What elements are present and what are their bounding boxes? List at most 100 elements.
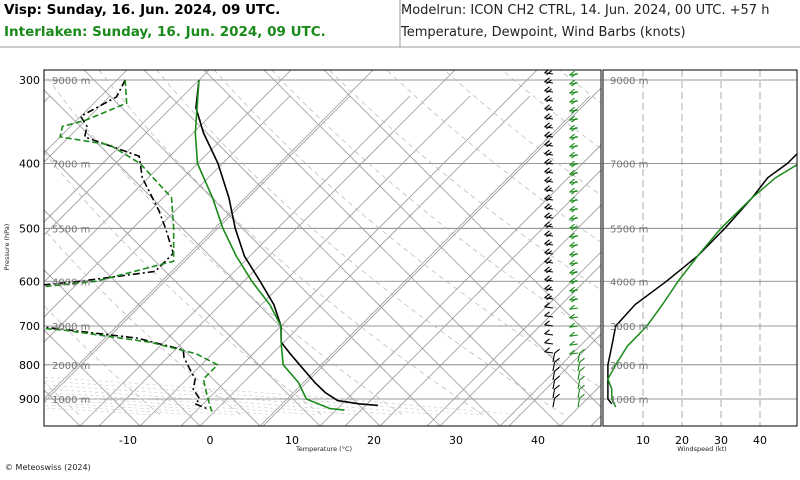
wind-barb-flag (546, 250, 552, 256)
wind-barb-flag (571, 153, 577, 159)
wind-barb-flag (554, 348, 560, 354)
wind-barb-flag (569, 331, 575, 337)
reference-line (680, 96, 800, 426)
wind-barb-flag (571, 126, 577, 132)
wind-barb-flag (544, 293, 550, 299)
wind-barb-flag (569, 277, 575, 283)
wind-barb-flag (569, 187, 575, 193)
reference-line (259, 95, 591, 426)
wind-barb-flag (569, 160, 575, 166)
wind-barb-flag (569, 97, 575, 103)
visp-windspeed-line (607, 152, 797, 405)
wind-barb-flag (546, 160, 552, 166)
interlaken-windspeed-line (607, 163, 797, 408)
wind-barb-staff (569, 334, 579, 337)
wind-barb-staff (569, 154, 579, 157)
crossing-line (44, 329, 141, 426)
wind-barb-flag (546, 88, 552, 94)
crossing-line (44, 89, 381, 426)
wind-barb-flag (544, 70, 549, 74)
wind-barb-flag (571, 144, 577, 150)
dry-adiabat (271, 70, 601, 339)
wind-barb-staff (552, 398, 556, 408)
wind-barb-flag (571, 171, 577, 177)
wind-barb-staff (569, 316, 579, 319)
wind-barb-flag (569, 79, 575, 85)
altitude-label: 5500 m (610, 224, 648, 235)
reference-line (319, 144, 601, 426)
wind-barb-flag (571, 72, 577, 78)
wind-barb-staff (552, 362, 556, 372)
wind-barb-staff (569, 100, 579, 103)
wind-barb-flag (569, 286, 575, 292)
wind-barb-flag (544, 347, 550, 353)
wind-barb-flag (544, 257, 550, 263)
wind-barb-flag (579, 384, 585, 390)
wind-barb-flag (571, 234, 577, 240)
wind-barb-flag (571, 288, 577, 294)
wind-barb-flag (569, 232, 575, 238)
altitude-label: 4000 m (52, 277, 90, 288)
crossing-line (143, 70, 501, 426)
wind-profile-grid (603, 70, 797, 426)
wind-barb-staff (569, 271, 579, 274)
wind-barb-flag (569, 196, 575, 202)
wind-barb-staff (569, 280, 579, 283)
wind-barb-flag (571, 198, 577, 204)
wind-barb-flag (544, 311, 550, 317)
wind-barb-flag (544, 203, 550, 209)
wind-barb-flag (546, 196, 552, 202)
temperature-tick-label: 10 (285, 434, 299, 447)
wind-barb-flag (579, 366, 585, 372)
wind-barb-staff (569, 307, 579, 310)
wind-barb-staff (544, 342, 554, 345)
wind-barb-flag (554, 366, 560, 372)
wind-barb-flag (569, 70, 575, 76)
wind-barb-flag (569, 178, 575, 184)
wind-barb-flag (544, 221, 550, 227)
wind-barb-flag (546, 259, 552, 265)
skewt-grid (44, 70, 800, 426)
wind-barb-staff (569, 136, 579, 139)
wind-barb-staff (552, 353, 556, 363)
wind-barb-flag (571, 180, 577, 186)
crossing-line (203, 70, 561, 426)
altitude-label: 2000 m (610, 361, 648, 372)
wind-barb-flag (571, 108, 577, 114)
wind-barb-staff (569, 127, 579, 130)
wind-barb-staff (569, 262, 579, 265)
windspeed-tick-label: 30 (714, 434, 728, 447)
station-visp-title: Visp: Sunday, 16. Jun. 2024, 09 UTC. (4, 2, 281, 18)
wind-barb-flag (546, 205, 552, 211)
wind-barb-flag (546, 277, 552, 283)
wind-barb-flag (571, 99, 577, 105)
reference-line (199, 95, 531, 426)
wind-barb-flag (546, 223, 552, 229)
wind-barb-flag (579, 393, 585, 399)
wind-barb-flag (579, 357, 585, 363)
dry-adiabat (328, 70, 601, 291)
variables-subtitle: Temperature, Dewpoint, Wind Barbs (knots… (401, 25, 686, 40)
wind-barb-flag (569, 349, 575, 355)
wind-barb-flag (544, 167, 550, 173)
dry-adiabat (213, 70, 601, 389)
isotherm-line (426, 251, 601, 426)
wind-barb-flag (571, 216, 577, 222)
wind-barb-flag (544, 122, 550, 128)
wind-barb-flag (546, 151, 552, 157)
wind-barb-flag (571, 90, 577, 96)
wind-barb-flag (546, 115, 552, 121)
wind-barb-flag (544, 320, 550, 326)
windspeed-tick-label: 20 (675, 434, 689, 447)
wind-barb-staff (569, 73, 579, 76)
isotherm-line (44, 70, 374, 400)
wind-barb-flag (554, 384, 560, 390)
wind-barb-staff (569, 199, 579, 202)
altitude-label: 3000 m (610, 322, 648, 333)
wind-barb-staff (569, 91, 579, 94)
wind-barb-flag (569, 322, 575, 328)
wind-barb-flag (546, 214, 552, 220)
crossing-line (323, 70, 601, 348)
wind-barb-staff (552, 371, 556, 381)
wind-barb-flag (544, 77, 550, 83)
